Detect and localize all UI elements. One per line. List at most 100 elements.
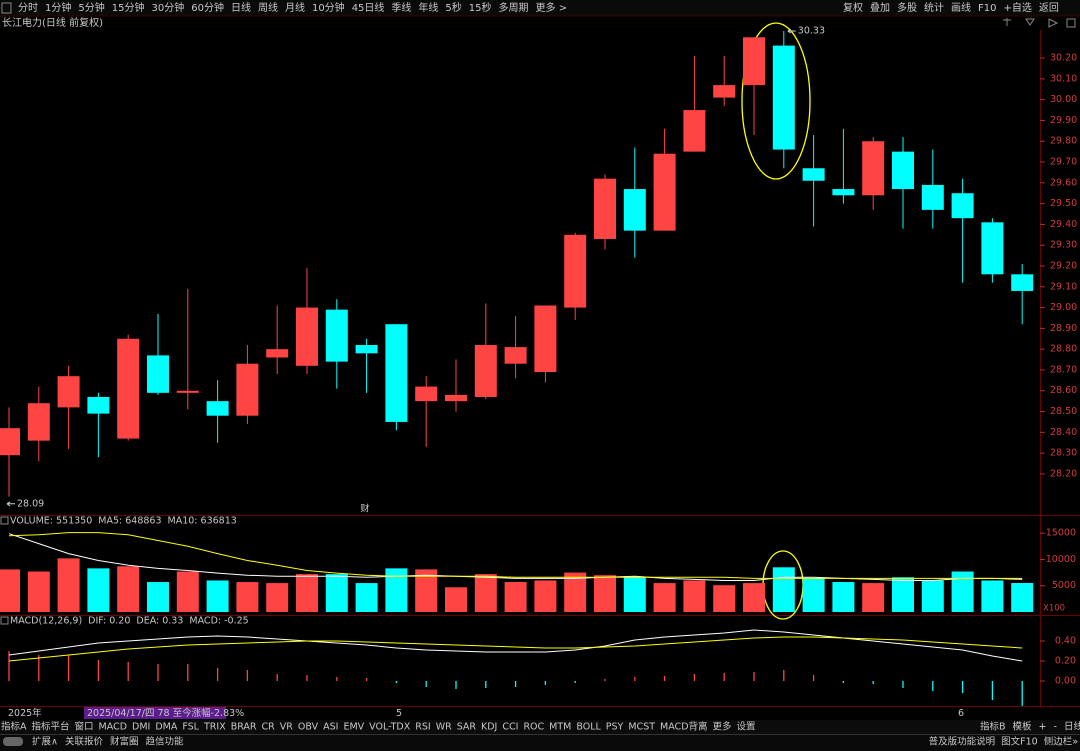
- candle-body: [445, 394, 467, 402]
- status-item[interactable]: 侧边栏»: [1044, 736, 1079, 748]
- indicator-tab[interactable]: 指标A: [1, 721, 27, 733]
- period-tab[interactable]: 日线: [231, 1, 251, 14]
- indicator-tab[interactable]: ASI: [323, 722, 338, 733]
- indicator-tab[interactable]: RSI: [415, 722, 430, 733]
- indicator-tab[interactable]: CR: [262, 722, 276, 733]
- indicator-tab[interactable]: MACD: [99, 722, 127, 733]
- toolbar-action[interactable]: 返回: [1039, 2, 1059, 14]
- period-tab[interactable]: 5分钟: [78, 1, 104, 14]
- period-tab[interactable]: 分时: [18, 2, 38, 14]
- candle-body: [832, 189, 855, 196]
- indicator-tab[interactable]: MCST: [628, 722, 655, 733]
- period-tab[interactable]: 月线: [285, 1, 305, 14]
- indicator-tab[interactable]: CCI: [502, 722, 518, 733]
- indicator-tab[interactable]: DMI: [132, 722, 150, 733]
- indicator-tab[interactable]: MACD背离: [660, 721, 707, 733]
- y-tick-label: 30.20: [1050, 53, 1077, 64]
- volume-bar: [981, 580, 1004, 612]
- y-tick-label: 29.50: [1050, 198, 1077, 209]
- legend-icon[interactable]: [0, 616, 9, 625]
- candle-body: [504, 347, 527, 364]
- status-item[interactable]: 普及版功能说明: [929, 736, 996, 748]
- period-tab[interactable]: 45日线: [352, 1, 385, 14]
- annotation-arrow: [6, 501, 15, 507]
- status-item[interactable]: 财富圈: [110, 736, 139, 748]
- status-bar: [0, 734, 1080, 751]
- period-tab[interactable]: 1分钟: [45, 1, 71, 14]
- icon-box[interactable]: [1066, 18, 1076, 28]
- indicator-tab[interactable]: VOL-TDX: [369, 722, 411, 733]
- indicator-tab[interactable]: BRAR: [231, 722, 257, 733]
- status-item[interactable]: 扩展∧: [32, 736, 58, 748]
- indicator-tab[interactable]: TRIX: [203, 722, 226, 733]
- right-tab[interactable]: +: [1039, 722, 1047, 733]
- indicator-tab[interactable]: EMV: [343, 722, 364, 733]
- indicator-tab[interactable]: DMA: [155, 722, 178, 733]
- menu-icon[interactable]: [1, 2, 12, 14]
- indicator-tab[interactable]: WR: [436, 722, 452, 733]
- legend-icon[interactable]: [0, 516, 9, 525]
- toolbar-action[interactable]: 复权: [843, 1, 863, 14]
- candle-body: [594, 178, 616, 239]
- indicator-tab[interactable]: 指标平台: [32, 721, 70, 733]
- toolbar-action[interactable]: 叠加: [870, 2, 890, 14]
- status-item[interactable]: 图文F10: [1001, 736, 1038, 748]
- indicator-tab[interactable]: PSY: [606, 722, 624, 733]
- volume-bar: [355, 583, 378, 612]
- toggle-icon[interactable]: [3, 737, 23, 746]
- legend-entry: DEA: 0.33: [136, 616, 183, 627]
- period-tab[interactable]: 多周期: [499, 1, 529, 14]
- indicator-tab[interactable]: VR: [280, 722, 293, 733]
- period-tab[interactable]: 周线: [258, 1, 278, 14]
- cursor-date: 2025/04/17/四 78 至今涨幅-2.83%: [87, 707, 244, 719]
- indicator-tab[interactable]: BOLL: [576, 722, 601, 733]
- candle-body: [266, 349, 289, 358]
- period-tab[interactable]: 5秒: [445, 1, 461, 14]
- candle-body: [296, 307, 318, 366]
- indicator-tab[interactable]: SAR: [457, 722, 477, 733]
- candle-body: [57, 376, 80, 408]
- y-tick-label: 29.30: [1050, 240, 1077, 251]
- right-tab[interactable]: -: [1054, 722, 1057, 733]
- toolbar-action[interactable]: F10: [978, 3, 996, 14]
- indicator-tab[interactable]: 更多: [713, 721, 732, 733]
- period-tab[interactable]: 30分钟: [151, 1, 184, 14]
- indicator-tab[interactable]: ROC: [523, 722, 544, 733]
- period-tab[interactable]: 10分钟: [312, 1, 345, 14]
- period-tab[interactable]: 更多 >: [536, 1, 568, 14]
- right-tab[interactable]: 模板: [1013, 721, 1033, 733]
- volume-bar: [27, 571, 50, 612]
- status-item[interactable]: 关联报价: [65, 736, 104, 748]
- icon-add[interactable]: [1003, 18, 1011, 26]
- volume-bar: [951, 571, 974, 612]
- indicator-tab[interactable]: MTM: [549, 722, 571, 733]
- candle-body: [206, 401, 229, 416]
- volume-bar: [445, 587, 467, 612]
- event-marker[interactable]: 财: [360, 503, 369, 515]
- indicator-tab[interactable]: FSL: [182, 722, 199, 733]
- month-label: 5: [396, 708, 402, 719]
- volume-bar: [743, 583, 765, 612]
- status-item[interactable]: 趋信功能: [146, 736, 185, 748]
- toolbar-action[interactable]: +自选: [1003, 1, 1031, 14]
- icon-down[interactable]: [1025, 18, 1035, 26]
- right-tab[interactable]: 指标B: [980, 721, 1006, 733]
- icon-right[interactable]: [1048, 18, 1059, 28]
- y-tick-label: 29.70: [1050, 157, 1077, 168]
- period-tab[interactable]: 60分钟: [191, 1, 224, 14]
- indicator-tab[interactable]: 设置: [737, 722, 756, 733]
- period-tab[interactable]: 15分钟: [112, 1, 145, 14]
- toolbar-action[interactable]: 画线: [951, 1, 971, 14]
- candle-body: [534, 305, 557, 373]
- indicator-tab[interactable]: KDJ: [481, 722, 497, 733]
- annotation: 28.09: [17, 498, 44, 509]
- period-tab[interactable]: 年线: [418, 1, 438, 14]
- period-tab[interactable]: 季线: [391, 1, 411, 14]
- toolbar-action[interactable]: 多股: [897, 1, 917, 14]
- indicator-tab[interactable]: OBV: [298, 722, 319, 733]
- indicator-tab[interactable]: 窗口: [75, 721, 94, 733]
- right-tab[interactable]: 日线: [1064, 721, 1080, 733]
- toolbar-action[interactable]: 统计: [924, 1, 944, 14]
- period-tab[interactable]: 15秒: [469, 1, 492, 14]
